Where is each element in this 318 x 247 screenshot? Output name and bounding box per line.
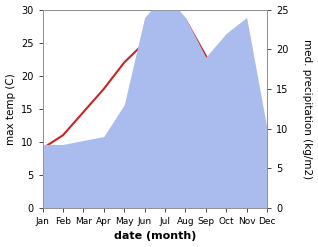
Y-axis label: max temp (C): max temp (C): [5, 73, 16, 144]
Y-axis label: med. precipitation (kg/m2): med. precipitation (kg/m2): [302, 39, 313, 179]
X-axis label: date (month): date (month): [114, 231, 196, 242]
